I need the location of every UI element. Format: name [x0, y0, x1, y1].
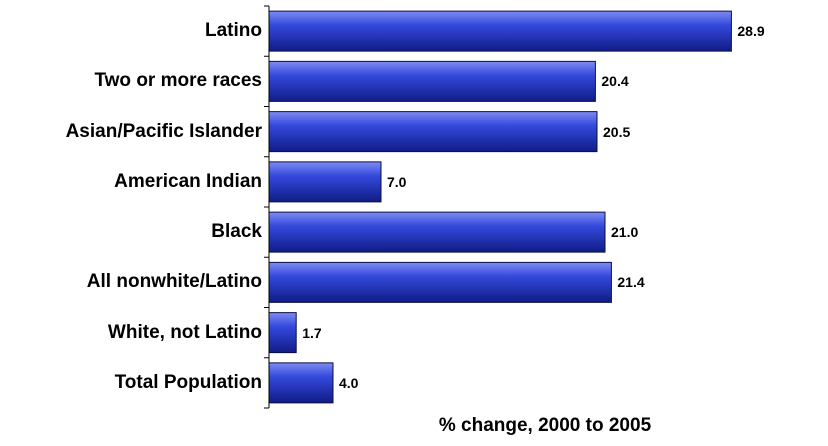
data-label: 21.4	[617, 274, 645, 291]
bar	[268, 10, 732, 52]
data-label: 28.9	[737, 23, 765, 40]
category-label: Two or more races	[94, 70, 262, 92]
bar	[268, 312, 297, 354]
category-label: All nonwhite/Latino	[86, 271, 262, 293]
data-label: 1.7	[302, 324, 322, 341]
category-label: White, not Latino	[107, 321, 262, 343]
bar	[268, 161, 382, 203]
data-label: 7.0	[387, 173, 407, 190]
category-label: Latino	[205, 20, 262, 42]
bar	[268, 362, 334, 404]
bar	[268, 211, 606, 253]
data-label: 4.0	[339, 374, 359, 391]
category-label: Black	[211, 221, 262, 243]
x-axis-label: % change, 2000 to 2005	[438, 415, 652, 436]
category-label: Asian/Pacific Islander	[65, 120, 262, 142]
data-label: 20.4	[601, 73, 629, 90]
category-label: American Indian	[114, 170, 262, 192]
data-label: 21.0	[611, 224, 639, 241]
bar	[268, 111, 598, 153]
category-label: Total Population	[114, 371, 262, 393]
bar	[268, 261, 612, 303]
bar	[268, 60, 596, 102]
data-label: 20.5	[603, 123, 631, 140]
